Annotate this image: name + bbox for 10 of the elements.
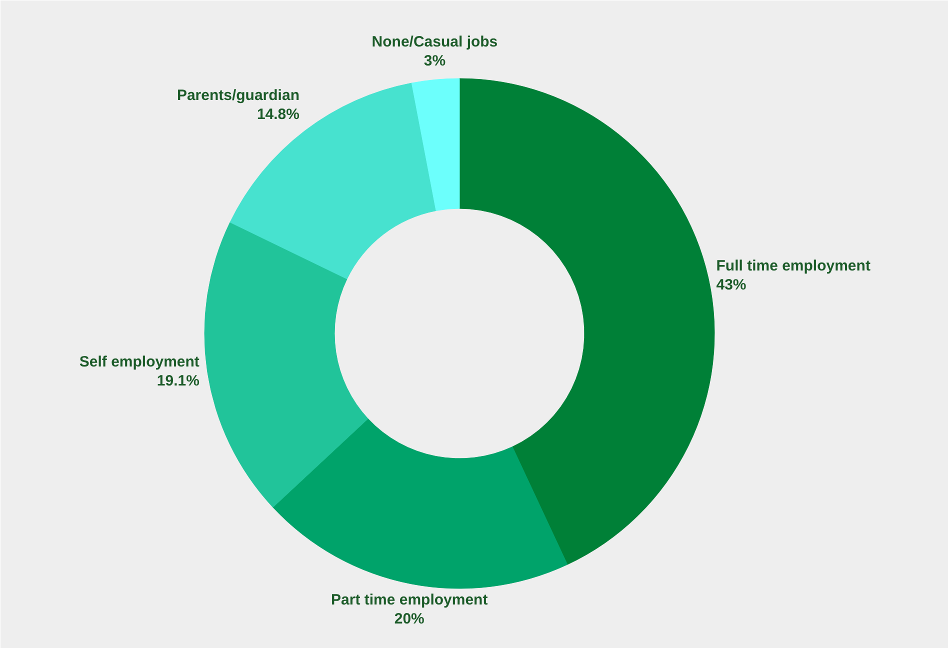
data-label: 14.8%	[256, 106, 300, 123]
data-label: 43%	[716, 276, 746, 294]
data-label: 3%	[424, 52, 446, 70]
slice-label: Full time employment	[716, 257, 870, 274]
data-label: 20%	[394, 610, 424, 628]
slice-label: Part time employment	[331, 592, 488, 609]
slice-label: Parents/guardian	[176, 86, 300, 104]
slice-label: Self employment	[79, 354, 200, 371]
data-label: 19.1%	[156, 372, 200, 390]
slice-label: None/Casual jobs	[372, 34, 498, 51]
